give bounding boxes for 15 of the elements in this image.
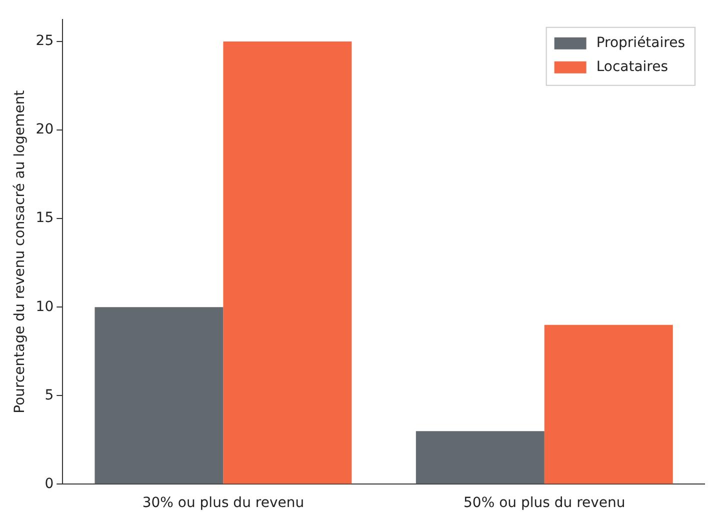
- bar: [416, 431, 544, 484]
- x-tick-label: 50% ou plus du revenu: [464, 495, 626, 512]
- bar: [94, 307, 224, 484]
- legend-label: Locataires: [596, 59, 668, 76]
- y-tick-label: 10: [36, 298, 54, 315]
- bar: [544, 324, 673, 484]
- legend-label: Propriétaires: [596, 35, 686, 52]
- y-tick-label: 15: [36, 210, 54, 226]
- y-tick-label: 20: [36, 122, 54, 138]
- bar: [223, 42, 352, 484]
- y-tick-label: 25: [36, 33, 54, 50]
- y-tick-label: 0: [44, 476, 54, 492]
- x-tick-label: 30% ou plus du revenu: [142, 495, 304, 512]
- y-tick-label: 5: [44, 387, 54, 404]
- y-axis-title: Pourcentage du revenu consacré au logement: [12, 90, 28, 414]
